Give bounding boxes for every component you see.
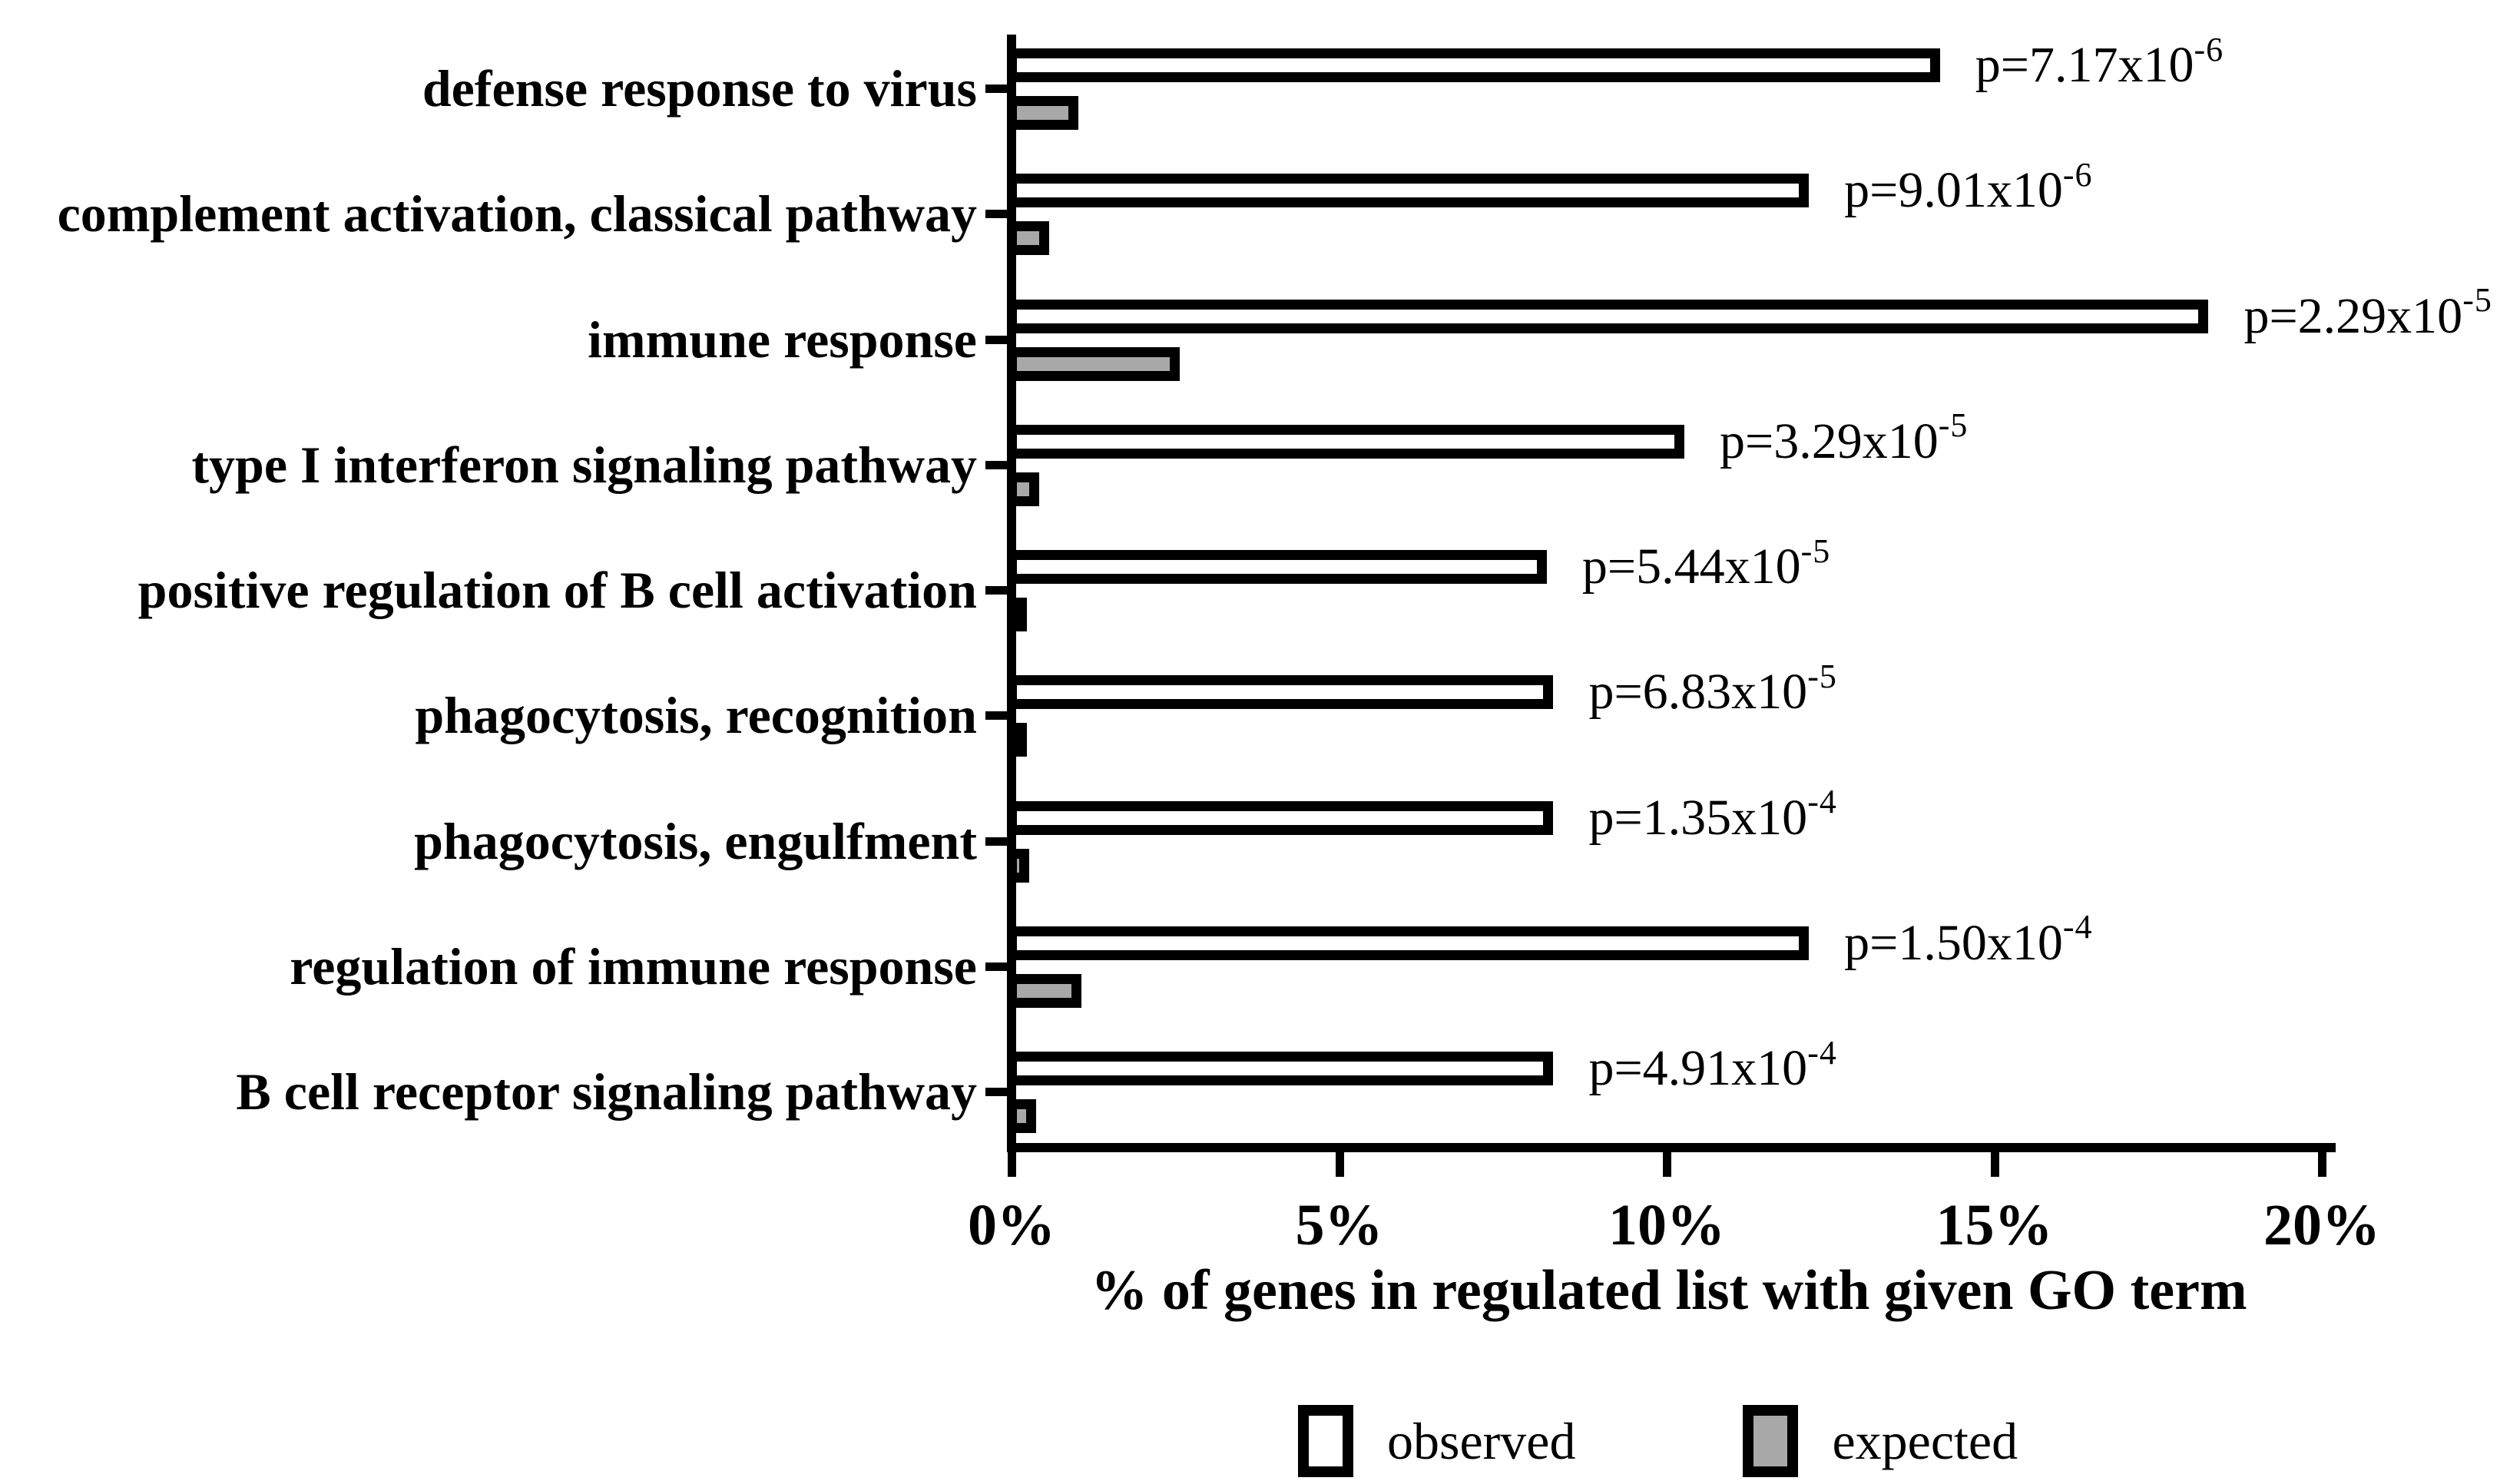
p-value-exponent: -5	[1807, 657, 1837, 695]
p-value-label: p=5.44x10-5	[1582, 532, 1830, 608]
bar-observed	[1007, 675, 1554, 710]
x-tick-label: 5%	[1295, 1193, 1383, 1257]
category-label: phagocytosis, recognition	[415, 686, 977, 745]
category-label: complement activation, classical pathway	[57, 184, 977, 244]
category-label: regulation of immune response	[290, 936, 977, 996]
bar-expected	[1007, 472, 1039, 506]
category-tick	[985, 962, 1012, 971]
legend-label-observed: observed	[1387, 1412, 1576, 1470]
p-value-base: p=4.91x10	[1588, 1040, 1808, 1096]
x-axis-tick	[1008, 1148, 1016, 1177]
bar-observed	[1007, 1052, 1554, 1085]
p-value-exponent: -4	[2062, 908, 2093, 946]
bar-observed	[1007, 48, 1940, 82]
category-label: immune response	[588, 310, 977, 369]
bar-observed	[1007, 424, 1685, 459]
bar-observed	[1007, 800, 1554, 835]
legend: observed expected	[1298, 1404, 2018, 1478]
category-tick	[985, 84, 1012, 93]
p-value-base: p=3.29x10	[1720, 412, 1939, 469]
bar-expected	[1007, 96, 1079, 130]
bar-observed	[1007, 174, 1810, 208]
bar-expected	[1007, 848, 1030, 883]
category-label: type I interferon signaling pathway	[191, 435, 977, 494]
bar-expected	[1007, 1099, 1036, 1133]
p-value-exponent: -4	[1807, 1033, 1837, 1072]
p-value-base: p=1.35x10	[1588, 789, 1808, 846]
x-axis-tick	[1990, 1148, 1999, 1177]
p-value-exponent: -4	[1807, 783, 1837, 821]
bar-observed	[1007, 550, 1547, 584]
p-value-base: p=1.50x10	[1844, 914, 2063, 971]
bar-observed	[1007, 926, 1810, 960]
legend-swatch-observed	[1298, 1405, 1353, 1477]
p-value-label: p=7.17x10-6	[1975, 30, 2224, 106]
legend-label-expected: expected	[1832, 1412, 2018, 1470]
p-value-exponent: -6	[2062, 155, 2093, 194]
p-value-base: p=9.01x10	[1844, 162, 2063, 219]
category-tick	[985, 460, 1012, 469]
bar-expected	[1007, 346, 1181, 381]
category-tick	[985, 1088, 1012, 1096]
category-label: B cell receptor signaling pathway	[236, 1062, 977, 1121]
category-label: positive regulation of B cell activation	[137, 561, 977, 619]
p-value-base: p=7.17x10	[1975, 37, 2194, 93]
bar-expected	[1007, 973, 1082, 1008]
x-tick-label: 20%	[2263, 1193, 2380, 1257]
x-tick-label: 10%	[1608, 1193, 1725, 1257]
x-tick-label: 15%	[1936, 1193, 2053, 1257]
p-value-label: p=1.35x10-4	[1588, 783, 1836, 859]
category-tick	[985, 711, 1012, 721]
p-value-label: p=2.29x10-5	[2243, 281, 2492, 357]
x-axis-tick	[1663, 1148, 1671, 1177]
p-value-label: p=9.01x10-6	[1844, 155, 2092, 231]
category-tick	[985, 586, 1012, 595]
p-value-base: p=5.44x10	[1581, 538, 1801, 595]
category-tick	[985, 335, 1012, 344]
legend-item-observed: observed	[1298, 1404, 1575, 1478]
bar-expected	[1007, 598, 1027, 631]
category-tick	[985, 837, 1012, 846]
category-label: phagocytosis, engulfment	[414, 811, 977, 870]
p-value-label: p=6.83x10-5	[1588, 657, 1836, 733]
x-tick-label: 0%	[968, 1193, 1055, 1257]
category-tick	[985, 210, 1012, 219]
category-label: defense response to virus	[422, 59, 977, 118]
p-value-exponent: -5	[1938, 406, 1969, 445]
legend-item-expected: expected	[1743, 1404, 2018, 1478]
p-value-base: p=2.29x10	[2243, 287, 2463, 344]
bar-expected	[1007, 221, 1049, 256]
x-axis-title: % of genes in regulated list with given …	[1091, 1259, 2247, 1322]
x-axis-tick	[1335, 1148, 1344, 1177]
bar-observed	[1007, 299, 2209, 333]
p-value-label: p=1.50x10-4	[1844, 908, 2092, 984]
legend-swatch-expected	[1743, 1405, 1799, 1477]
p-value-exponent: -6	[2194, 30, 2224, 68]
x-axis-tick	[2318, 1148, 2326, 1177]
x-axis-line	[1007, 1143, 2336, 1152]
p-value-label: p=3.29x10-5	[1720, 406, 1968, 482]
p-value-exponent: -5	[2462, 281, 2492, 320]
p-value-exponent: -5	[1800, 532, 1831, 570]
p-value-base: p=6.83x10	[1588, 664, 1808, 721]
bar-expected	[1007, 723, 1027, 757]
p-value-label: p=4.91x10-4	[1588, 1033, 1836, 1109]
